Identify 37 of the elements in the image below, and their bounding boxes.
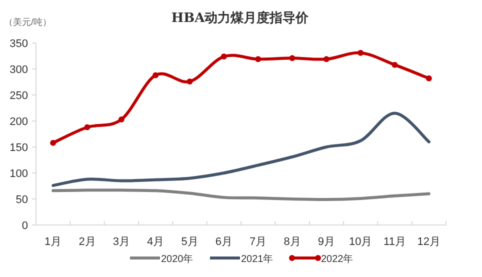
y-tick-label: 250: [10, 90, 28, 102]
point: [152, 72, 159, 78]
x-tick-label: 3月: [112, 236, 130, 248]
legend-label: 2022年: [321, 253, 354, 265]
x-tick-label: 9月: [318, 236, 335, 248]
x-tick-label: 2月: [78, 236, 96, 248]
y-tick-label: 300: [10, 64, 28, 76]
x-tick-label: 6月: [215, 236, 232, 248]
y-tick-label: 200: [10, 116, 28, 128]
y-tick-label: 100: [10, 168, 28, 180]
x-tick-label: 5月: [181, 236, 198, 248]
point: [358, 50, 364, 56]
y-tick-label: 150: [10, 142, 28, 154]
x-tick-label: 1月: [44, 236, 62, 248]
y-tick-label: 50: [16, 194, 28, 206]
point: [186, 78, 193, 84]
point: [50, 140, 56, 146]
x-tick-label: 4月: [147, 236, 164, 248]
legend-label: 2020年: [161, 253, 194, 265]
x-tick-label: 11月: [384, 236, 406, 248]
x-tick-label: 12月: [417, 236, 441, 248]
x-tick-label: 8月: [284, 236, 301, 248]
y-axis-title: （美元/吨）: [4, 17, 52, 27]
chart-title: HBA动力煤月度指导价: [171, 10, 310, 26]
y-tick-label: 350: [10, 38, 28, 50]
point: [426, 75, 432, 82]
point: [220, 54, 227, 60]
point: [118, 116, 124, 122]
point: [323, 56, 330, 62]
x-tick-label: 10月: [348, 236, 372, 248]
point: [84, 124, 90, 130]
point: [392, 62, 398, 68]
point: [255, 56, 262, 62]
x-tick-label: 7月: [250, 236, 267, 248]
legend-label: 2021年: [241, 253, 274, 265]
point: [289, 55, 296, 62]
y-tick-label: 0: [22, 220, 28, 232]
